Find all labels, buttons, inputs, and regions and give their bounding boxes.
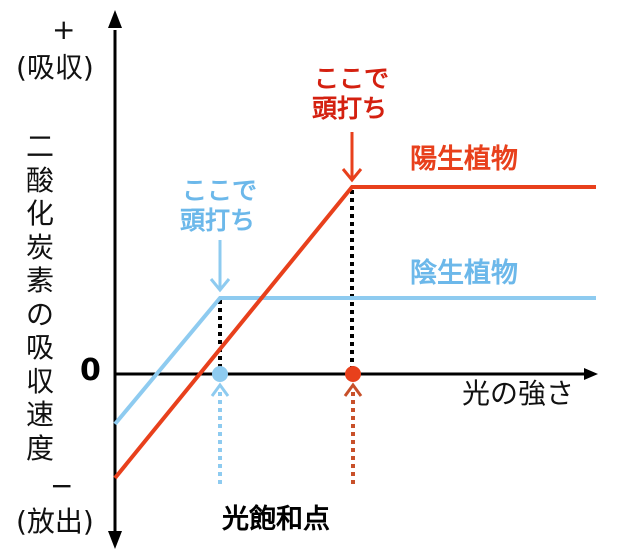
y-axis-label-char: 化 bbox=[25, 197, 54, 230]
y-axis bbox=[108, 10, 122, 549]
light-saturation-point-label: 光飽和点 bbox=[222, 504, 330, 535]
y-axis-label-char: の bbox=[25, 297, 54, 331]
y-axis-label: 二 酸 化 炭 素 の 吸 収 速 度 bbox=[24, 130, 56, 465]
sun-annotation-arrow-icon bbox=[341, 132, 363, 183]
sun-saturation-point bbox=[345, 366, 361, 382]
sun-plant-label: 陽生植物 bbox=[410, 144, 518, 175]
y-axis-down-arrow-icon bbox=[108, 531, 122, 549]
y-axis-label-char: 収 bbox=[25, 364, 54, 398]
y-axis-label-char: 速 bbox=[25, 398, 54, 431]
sun-point-arrow-icon bbox=[343, 382, 363, 486]
sun-annotation-line2: 頭打ち bbox=[312, 94, 388, 123]
x-axis-label: 光の強さ bbox=[462, 377, 575, 410]
y-axis-plus-label: (吸収) bbox=[16, 51, 94, 84]
shade-point-arrow-icon bbox=[210, 382, 230, 486]
shade-annotation-line1: ここで bbox=[182, 176, 258, 205]
y-axis-label-char: 吸 bbox=[25, 331, 54, 364]
y-axis-label-char: 酸 bbox=[25, 163, 54, 197]
y-axis-zero-label: 0 bbox=[80, 353, 101, 388]
shade-saturation-point bbox=[212, 366, 228, 382]
y-axis-minus-label: (放出) bbox=[16, 505, 94, 538]
y-axis-label-char: 炭 bbox=[25, 230, 54, 264]
shade-annotation-arrow-icon bbox=[209, 240, 231, 293]
y-axis-label-char: 二 bbox=[25, 130, 54, 163]
y-axis-minus-sign: − bbox=[50, 469, 74, 502]
shade-annotation-line2: 頭打ち bbox=[180, 206, 256, 235]
y-axis-label-char: 度 bbox=[25, 431, 54, 465]
y-axis-up-arrow-icon bbox=[108, 10, 122, 28]
x-axis-arrow-icon bbox=[584, 368, 598, 380]
shade-plant-label: 陰生植物 bbox=[410, 258, 518, 289]
sun-annotation-line1: ここで bbox=[314, 64, 390, 93]
y-axis-plus-sign: + bbox=[52, 13, 76, 46]
sun-plant-curve bbox=[113, 185, 596, 480]
shade-plant-curve bbox=[113, 296, 596, 426]
y-axis-label-char: 素 bbox=[25, 264, 54, 297]
